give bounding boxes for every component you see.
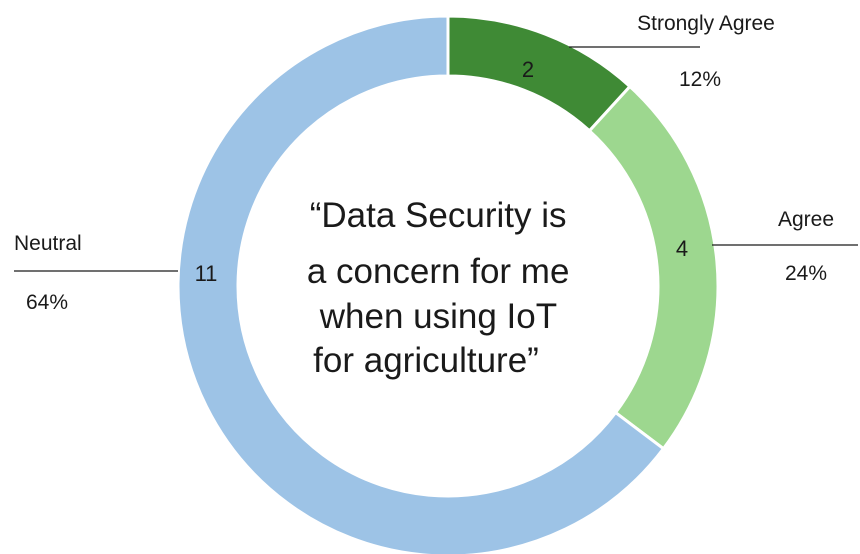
slice-strongly-agree xyxy=(446,14,633,133)
category-label-neutral: Neutral xyxy=(14,232,82,255)
center-line-4: for agriculture” xyxy=(313,341,539,380)
percent-label-strongly-agree: 12% xyxy=(679,68,721,91)
value-label-strongly-agree: 2 xyxy=(522,57,534,82)
center-line-3: when using IoT xyxy=(319,297,557,336)
value-label-neutral: 11 xyxy=(195,261,218,286)
chart-center-title: “Data Security is a concern for me when … xyxy=(307,196,579,380)
center-line-2: a concern for me xyxy=(307,252,570,291)
chart-value-labels: 2 4 11 xyxy=(195,57,689,286)
slice-neutral xyxy=(176,14,666,554)
category-label-agree: Agree xyxy=(778,208,834,231)
category-label-strongly-agree: Strongly Agree xyxy=(637,12,775,35)
center-line-1: “Data Security is xyxy=(310,196,567,235)
percent-label-neutral: 64% xyxy=(26,291,68,314)
chart-slices xyxy=(176,14,720,554)
percent-label-agree: 24% xyxy=(785,262,827,285)
slice-agree xyxy=(587,84,720,451)
value-label-agree: 4 xyxy=(676,236,688,261)
chart-category-labels: Strongly Agree 12% Agree 24% Neutral 64% xyxy=(14,12,858,314)
